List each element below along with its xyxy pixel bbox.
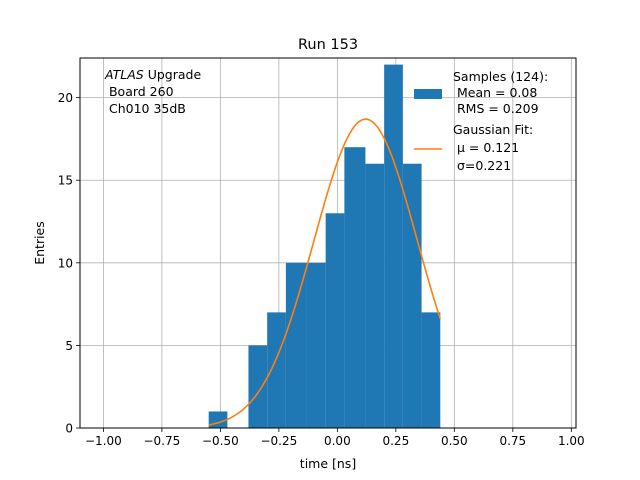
histogram-bar bbox=[402, 163, 422, 428]
legend-fit-line-2: μ = 0.121 bbox=[453, 140, 519, 155]
legend-samples-line-1: Samples (124): bbox=[453, 69, 548, 84]
x-tick-label: 0.00 bbox=[324, 434, 351, 448]
y-tick-label: 5 bbox=[65, 339, 73, 353]
legend-fit-line-3: σ=0.221 bbox=[453, 158, 511, 173]
y-tick-label: 15 bbox=[58, 174, 73, 188]
histogram-bar bbox=[344, 147, 366, 429]
y-tick-label: 10 bbox=[58, 256, 73, 270]
y-tick-label: 0 bbox=[65, 422, 73, 436]
annotation-line-1: ATLAS Upgrade bbox=[104, 67, 201, 82]
x-tick-label: −0.50 bbox=[202, 434, 239, 448]
x-tick-label: 1.00 bbox=[558, 434, 585, 448]
histogram-bar bbox=[384, 64, 403, 428]
histogram-bar bbox=[248, 345, 268, 428]
histogram-bar bbox=[306, 262, 326, 428]
axis-ticks: −1.00 −0.75 −0.50 −0.25 0.00 0.25 0.50 0.75 1.00… bbox=[58, 91, 585, 448]
legend-fit-line-1: Gaussian Fit: bbox=[453, 122, 533, 137]
histogram-bar bbox=[421, 312, 441, 428]
gaussian-fit-curve bbox=[208, 118, 442, 426]
histogram-bar bbox=[267, 312, 286, 428]
plot-frame bbox=[79, 57, 577, 429]
legend-histogram-swatch bbox=[414, 89, 442, 99]
x-tick-label: 0.25 bbox=[382, 434, 409, 448]
x-tick-label: 0.50 bbox=[441, 434, 468, 448]
legend: Samples (124): Mean = 0.08 RMS = 0.209 G… bbox=[414, 69, 548, 173]
x-tick-label: −0.75 bbox=[143, 434, 180, 448]
chart-title: Run 153 bbox=[298, 37, 358, 53]
annotation-line-2: Board 260 bbox=[105, 84, 174, 99]
atlas-annotation: ATLAS Upgrade Board 260 Ch010 35dB bbox=[104, 67, 201, 116]
annotation-atlas: ATLAS bbox=[104, 67, 144, 82]
x-axis-label: time [ns] bbox=[300, 456, 356, 471]
y-axis-label: Entries bbox=[32, 221, 47, 265]
x-tick-label: 0.75 bbox=[499, 434, 526, 448]
annotation-upgrade: Upgrade bbox=[144, 67, 202, 82]
histogram-bar bbox=[365, 163, 385, 428]
legend-samples-line-2: Mean = 0.08 bbox=[453, 85, 537, 100]
histogram-bar bbox=[325, 213, 345, 428]
annotation-line-3: Ch010 35dB bbox=[105, 101, 186, 116]
x-tick-label: −1.00 bbox=[85, 434, 122, 448]
histogram-bars bbox=[208, 64, 441, 429]
legend-samples-line-3: RMS = 0.209 bbox=[453, 101, 539, 116]
x-tick-label: −0.25 bbox=[260, 434, 297, 448]
histogram-bar bbox=[285, 262, 307, 428]
y-tick-label: 20 bbox=[58, 91, 73, 105]
